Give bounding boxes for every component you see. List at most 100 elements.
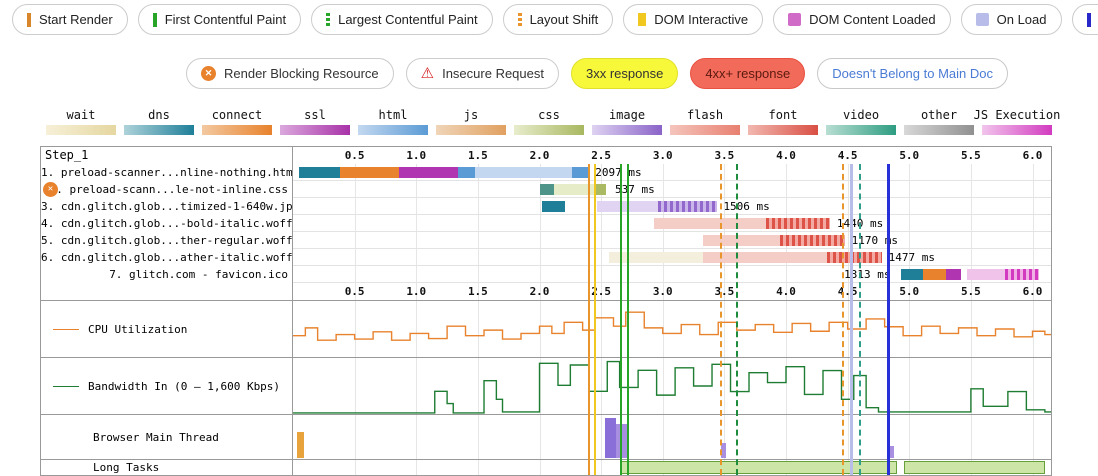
axis-tick: 6.0 — [1022, 285, 1043, 298]
ssl-segment — [398, 167, 459, 178]
legend-layout-shift[interactable]: Layout Shift — [502, 4, 614, 35]
time-axis-top: Step_1 0.5 1.0 1.5 2.0 2.5 3.0 3.5 4.0 4.5 5.0 5.5… — [41, 147, 1051, 164]
request-name: 5. cdn.glitch.glob...ther-regular.woff2 — [41, 234, 293, 247]
legend-document-complete[interactable]: Document Complete — [1071, 4, 1098, 35]
long-task-segment — [620, 461, 897, 474]
waterfall-chart: Step_1 0.5 1.0 1.5 2.0 2.5 3.0 3.5 4.0 4.5 5.0 5.5… — [40, 146, 1052, 476]
duration-label: 2097 ms — [595, 166, 642, 179]
connect-segment — [339, 167, 399, 178]
resource-type-css: css — [514, 108, 584, 135]
resource-type-html: html — [358, 108, 428, 135]
long-tasks-label: Long Tasks — [93, 461, 160, 474]
resource-type-ssl: ssl — [280, 108, 350, 135]
request-label: 5. cdn.glitch.glob...ther-regular.woff2 — [41, 232, 293, 249]
resource-type-label: ssl — [304, 108, 326, 122]
legend-label: DOM Interactive — [654, 12, 749, 27]
legend-doesn-t-belong-to-main-doc[interactable]: Doesn't Belong to Main Doc — [817, 58, 1008, 89]
html-color-bar — [358, 125, 428, 135]
legend-3xx-response[interactable]: 3xx response — [571, 58, 679, 89]
main-thread-activity-bar — [604, 417, 616, 458]
resource-type-image: image — [592, 108, 662, 135]
js-exec-wait-segment — [967, 269, 1006, 280]
axis-tick: 3.0 — [652, 285, 673, 298]
cpu-line-icon — [53, 328, 79, 330]
resource-type-label: font — [768, 108, 798, 122]
axis-tick: 2.5 — [591, 149, 612, 162]
request-row-4[interactable]: 4. cdn.glitch.glob...-bold-italic.woff2 1… — [41, 215, 1051, 232]
request-row-5[interactable]: 5. cdn.glitch.glob...ther-regular.woff2 1… — [41, 232, 1051, 249]
resource-type-label: wait — [66, 108, 96, 122]
legend-insecure-request[interactable]: ⚠ Insecure Request — [405, 58, 559, 89]
render-blocking-resource-icon: ✕ — [201, 66, 216, 81]
resource-type-legend: wait dns connect ssl html js css image flash font… — [46, 108, 1060, 135]
request-label: 3. cdn.glitch.glob...timized-1-640w.jpg — [41, 198, 293, 215]
main-thread-activity-bar — [296, 431, 305, 458]
resource-type-video: video — [826, 108, 896, 135]
legend-render-blocking-resource[interactable]: ✕ Render Blocking Resource — [186, 58, 394, 89]
axis-tick: 5.5 — [960, 285, 981, 298]
font-wait-segment — [654, 218, 767, 229]
long-tasks-row: Long Tasks — [41, 459, 1051, 475]
legend-label: Largest Contentful Paint — [338, 12, 478, 27]
legend-label: Doesn't Belong to Main Doc — [832, 66, 993, 81]
request-timeline: 1506 ms — [293, 198, 1051, 215]
legend-4xx-response[interactable]: 4xx+ response — [690, 58, 806, 89]
resource-type-label: flash — [686, 108, 724, 122]
legend-dom-interactive[interactable]: DOM Interactive — [623, 4, 764, 35]
request-row-6[interactable]: 6. cdn.glitch.glob...ather-italic.woff2 1… — [41, 249, 1051, 266]
browser-main-thread-row: Browser Main Thread — [41, 414, 1051, 459]
request-name: 4. cdn.glitch.glob...-bold-italic.woff2 — [41, 217, 293, 230]
legend-largest-contentful-paint[interactable]: Largest Contentful Paint — [311, 4, 493, 35]
duration-label: 1170 ms — [851, 234, 898, 247]
start-render-icon — [27, 12, 31, 27]
css-download-segment — [596, 184, 607, 195]
legend-label: 4xx+ response — [705, 66, 791, 81]
legend-label: Start Render — [39, 12, 113, 27]
axis-tick: 5.0 — [899, 285, 920, 298]
duration-label: 1440 ms — [836, 217, 884, 230]
resource-type-label: connect — [211, 108, 263, 122]
request-row-3[interactable]: 3. cdn.glitch.glob...timized-1-640w.jpg 1… — [41, 198, 1051, 215]
bandwidth-plot — [293, 358, 1051, 414]
dns-segment — [299, 167, 340, 178]
request-row-7[interactable]: 7. glitch.com - favicon.ico 1313 ms — [41, 266, 1051, 283]
insecure-request-icon: ⚠ — [420, 65, 435, 82]
cpu-utilization-plot — [293, 301, 1051, 357]
css-color-bar — [514, 125, 584, 135]
event-legend: Start Render First Contentful Paint Larges… — [12, 4, 1098, 35]
html-download-segment — [571, 167, 589, 178]
time-axis-top-ticks: 0.5 1.0 1.5 2.0 2.5 3.0 3.5 4.0 4.5 5.0 5.5 6.0 — [293, 147, 1051, 164]
request-label: 4. cdn.glitch.glob...-bold-italic.woff2 — [41, 215, 293, 232]
resource-type-other: other — [904, 108, 974, 135]
html-wait-segment — [475, 167, 572, 178]
request-row-2[interactable]: ✕ 2. preload-scann...le-not-inline.css 537… — [41, 181, 1051, 198]
connect-segment — [541, 201, 566, 212]
axis-tick: 2.0 — [529, 285, 550, 298]
legend-label: On Load — [996, 12, 1047, 27]
cpu-utilization-row: CPU Utilization — [41, 300, 1051, 357]
legend-label: Render Blocking Resource — [224, 66, 379, 81]
axis-bottom-spacer — [41, 283, 293, 300]
resource-type-js: js — [436, 108, 506, 135]
ssl-color-bar — [280, 125, 350, 135]
step-label: Step_1 — [41, 147, 293, 164]
first-contentful-paint-icon — [152, 12, 157, 27]
request-name: 7. glitch.com - favicon.ico — [109, 268, 288, 281]
request-row-1[interactable]: 1. preload-scanner...nline-nothing.html 2… — [41, 164, 1051, 181]
long-tasks-plot — [293, 460, 1051, 475]
video-color-bar — [826, 125, 896, 135]
legend-on-load[interactable]: On Load — [960, 4, 1062, 35]
request-label: 1. preload-scanner...nline-nothing.html — [41, 164, 293, 181]
axis-tick: 1.0 — [406, 285, 427, 298]
js-execution-color-bar — [982, 125, 1052, 135]
resource-type-flash: flash — [670, 108, 740, 135]
time-axis-bottom: 0.5 1.0 1.5 2.0 2.5 3.0 3.5 4.0 4.5 5.0 5.5 6.0 — [41, 283, 1051, 300]
axis-tick: 5.5 — [960, 149, 981, 162]
legend-first-contentful-paint[interactable]: First Contentful Paint — [137, 4, 302, 35]
long-tasks-label-cell: Long Tasks — [41, 460, 293, 475]
legend-start-render[interactable]: Start Render — [12, 4, 128, 35]
font-download-segment — [826, 252, 883, 263]
legend-dom-content-loaded[interactable]: DOM Content Loaded — [773, 4, 951, 35]
flash-color-bar — [670, 125, 740, 135]
request-timeline: 1170 ms — [293, 232, 1051, 249]
